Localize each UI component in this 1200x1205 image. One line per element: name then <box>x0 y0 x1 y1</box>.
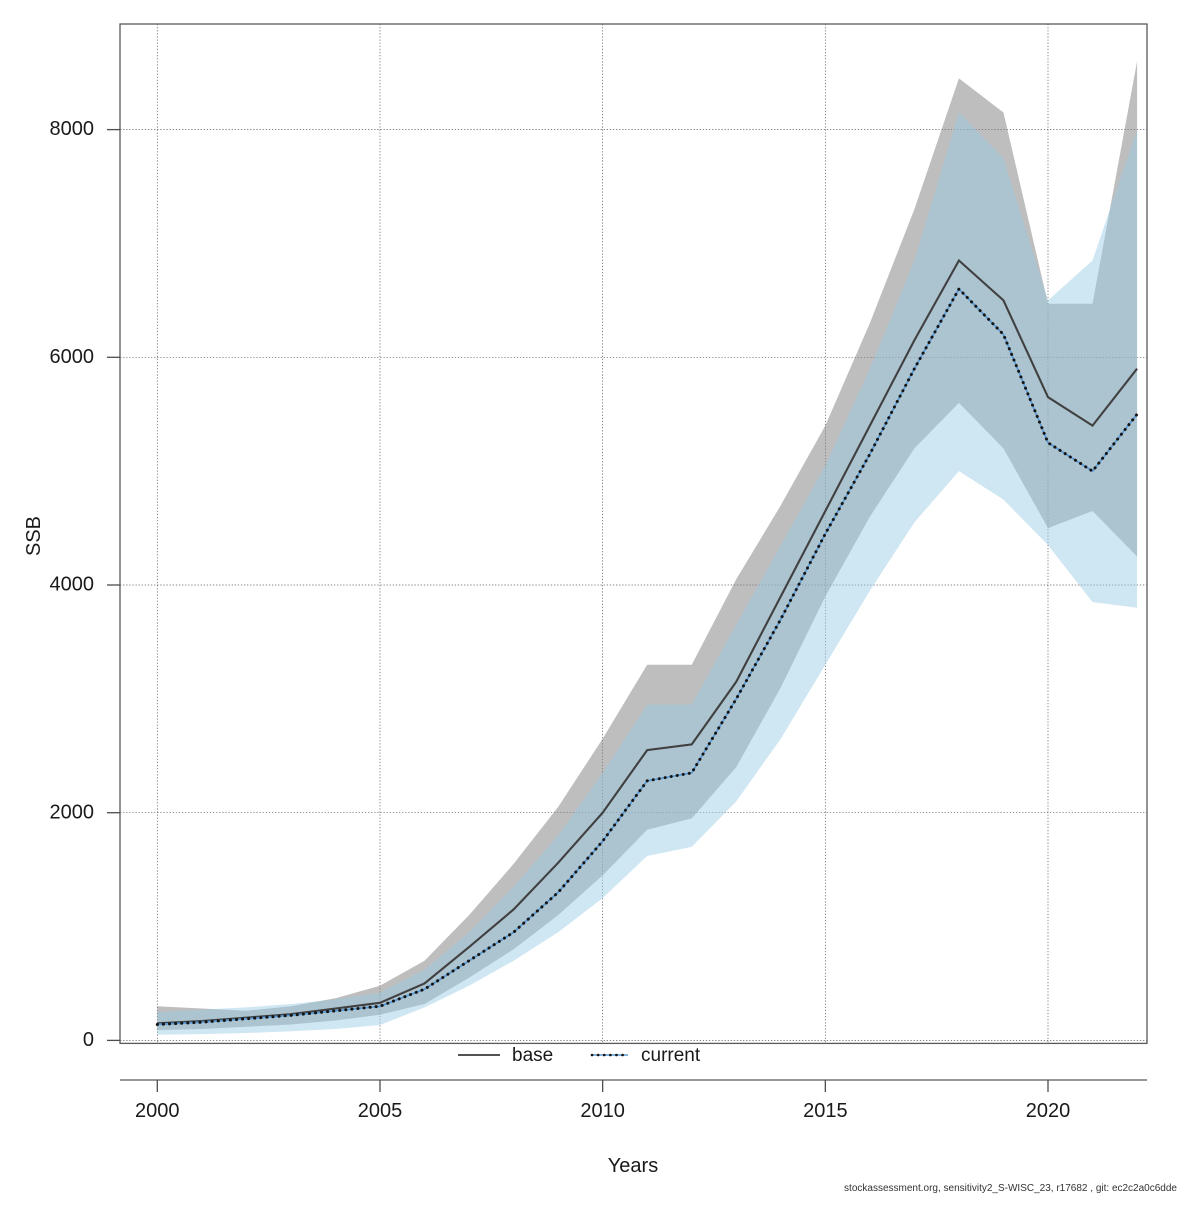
svg-text:2020: 2020 <box>1026 1100 1071 1122</box>
svg-text:4000: 4000 <box>50 574 95 596</box>
svg-text:8000: 8000 <box>50 118 95 140</box>
svg-text:2000: 2000 <box>135 1100 180 1122</box>
svg-text:current: current <box>641 1045 701 1066</box>
svg-text:2015: 2015 <box>803 1100 848 1122</box>
svg-text:SSB: SSB <box>23 516 45 556</box>
svg-text:stockassessment.org, sensitivi: stockassessment.org, sensitivity2_S-WISC… <box>844 1183 1177 1194</box>
svg-text:6000: 6000 <box>50 346 95 368</box>
svg-text:2005: 2005 <box>358 1100 403 1122</box>
svg-text:base: base <box>512 1045 553 1066</box>
svg-text:Years: Years <box>608 1155 658 1177</box>
svg-text:2000: 2000 <box>50 801 95 823</box>
svg-text:0: 0 <box>83 1029 94 1051</box>
svg-text:2010: 2010 <box>580 1100 625 1122</box>
